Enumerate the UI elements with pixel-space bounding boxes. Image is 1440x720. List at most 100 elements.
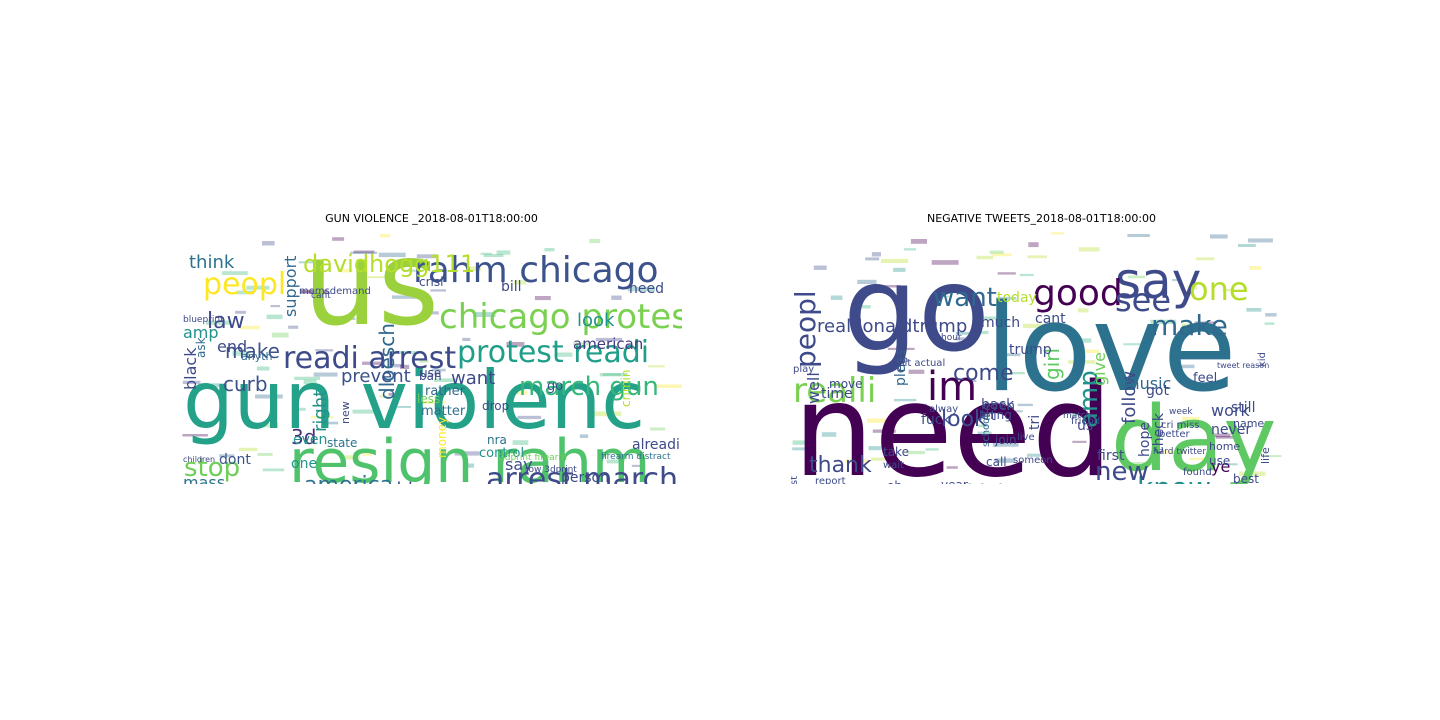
wordcloud-filler-mark — [400, 364, 410, 369]
wordcloud-filler-mark — [1194, 321, 1216, 324]
wordcloud-filler-mark — [205, 320, 232, 325]
wordcloud-filler-mark — [339, 268, 353, 273]
wordcloud-word: mass — [183, 473, 225, 484]
wordcloud-word: someon — [1013, 455, 1053, 466]
wordcloud-word: ask — [194, 337, 208, 358]
wordcloud-filler-mark — [288, 325, 299, 329]
wordcloud-word: check — [1151, 412, 1167, 454]
wordcloud-word: less — [417, 392, 440, 406]
wordcloud-filler-mark — [1022, 323, 1044, 328]
wordcloud-filler-mark — [792, 447, 809, 451]
wordcloud-word: think — [189, 252, 235, 273]
wordcloud-word: american — [573, 335, 643, 353]
wordcloud-word: crimin — [619, 370, 633, 408]
wordcloud-word: follow — [1119, 371, 1140, 424]
wordcloud-word: davidhogg111 — [303, 250, 475, 278]
wordcloud-filler-mark — [352, 409, 379, 414]
wordcloud-filler-mark — [631, 464, 644, 467]
wordcloud-filler-mark — [599, 373, 628, 377]
wordcloud-filler-mark — [865, 257, 880, 261]
wordcloud-word: resign rahm — [289, 427, 650, 484]
wordcloud-word: know — [1137, 471, 1211, 484]
wordcloud-word: want — [933, 283, 997, 313]
wordcloud-word: one — [291, 456, 317, 472]
wordcloud-word: use — [1209, 454, 1230, 468]
wordcloud-filler-mark — [1249, 266, 1262, 270]
wordcloud-filler-mark — [1188, 457, 1205, 461]
wordcloud-word: make — [225, 339, 280, 363]
wordcloud-filler-mark — [298, 261, 321, 264]
wordcloud-filler-mark — [1014, 410, 1023, 413]
wordcloud-word: time — [821, 386, 853, 402]
wordcloud-filler-mark — [955, 331, 979, 335]
wordcloud-word: give — [1090, 352, 1109, 386]
wordcloud-word: say — [1115, 252, 1201, 310]
wordcloud-word: law — [207, 309, 245, 334]
wordcloud-word: arrest march — [486, 462, 678, 484]
wordcloud-filler-mark — [232, 351, 250, 356]
wordcloud-word: found — [1183, 467, 1212, 478]
wordcloud-filler-mark — [1210, 234, 1228, 239]
wordcloud-filler-mark — [182, 434, 208, 437]
wordcloud-word: year — [941, 478, 968, 484]
wordcloud-word: home — [1209, 440, 1240, 453]
wordcloud-filler-mark — [925, 448, 939, 451]
wordcloud-filler-mark — [1172, 279, 1181, 282]
wordcloud-filler-mark — [343, 455, 361, 460]
wordcloud-filler-mark — [496, 250, 511, 255]
wordcloud-word: realli — [793, 371, 876, 411]
wordcloud-filler-mark — [397, 406, 411, 408]
wordcloud-filler-mark — [972, 413, 986, 418]
wordcloud-filler-mark — [1150, 319, 1177, 324]
wordcloud-filler-mark — [403, 269, 422, 272]
wordcloud-filler-mark — [910, 239, 927, 244]
wordcloud-filler-mark — [1127, 275, 1145, 279]
wordcloud-filler-mark — [891, 333, 904, 339]
wordcloud-word: play — [793, 364, 814, 375]
wordcloud-filler-mark — [270, 305, 281, 308]
wordcloud-filler-mark — [1019, 273, 1034, 277]
wordcloud-word: blueprint — [183, 315, 224, 325]
wordcloud-filler-mark — [393, 363, 403, 368]
wordcloud-filler-mark — [515, 390, 527, 395]
wordcloud-word: tweet reason — [1217, 361, 1269, 370]
wordcloud-filler-mark — [380, 234, 391, 238]
wordcloud-word: amp — [1074, 370, 1104, 428]
wordcloud-filler-mark — [1072, 440, 1087, 443]
wordcloud-filler-mark — [431, 368, 446, 372]
wordcloud-filler-mark — [647, 365, 665, 368]
wordcloud-word: nra — [487, 433, 507, 447]
wordcloud-filler-mark — [211, 383, 226, 388]
wordcloud-filler-mark — [968, 380, 977, 382]
wordcloud-word: kid — [1257, 352, 1268, 367]
wordcloud-filler-mark — [534, 296, 551, 301]
wordcloud-filler-mark — [903, 248, 916, 251]
wordcloud-word: shit actual — [893, 358, 945, 369]
wordcloud-word: happi — [1207, 481, 1238, 484]
wordcloud-filler-mark — [300, 290, 326, 294]
wordcloud-word: come — [953, 361, 1014, 386]
wordcloud-word: life — [1259, 447, 1272, 464]
wordcloud-filler-mark — [992, 442, 1019, 447]
wordcloud-word: black — [181, 347, 200, 390]
wordcloud-filler-mark — [1209, 433, 1231, 438]
wordcloud-filler-mark — [880, 258, 909, 264]
wordcloud-filler-mark — [240, 325, 260, 330]
wordcloud-filler-mark — [419, 400, 446, 404]
wordcloud-word: right — [310, 390, 331, 432]
wordcloud-word: america — [304, 473, 393, 484]
wordcloud-canvas: us gun violenc resign rahm rahm chicago chic… — [181, 232, 682, 484]
wordcloud-filler-mark — [627, 286, 655, 292]
wordcloud-filler-mark — [425, 311, 439, 315]
wordcloud-filler-mark — [996, 297, 1017, 300]
wordcloud-word: good — [1033, 273, 1123, 314]
wordcloud-filler-mark — [650, 427, 666, 431]
wordcloud-word: today — [997, 290, 1037, 306]
wordcloud-word: got — [1146, 383, 1169, 399]
wordcloud-word: momsdemand — [299, 286, 371, 297]
wordcloud-filler-mark — [908, 369, 925, 374]
wordcloud-word: go — [547, 379, 563, 394]
wordcloud-word: us — [303, 232, 439, 352]
wordcloud-filler-mark — [1077, 308, 1089, 313]
